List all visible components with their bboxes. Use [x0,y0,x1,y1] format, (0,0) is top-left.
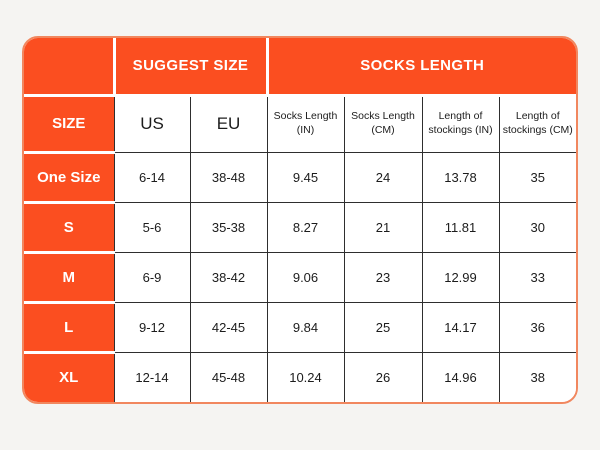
table-row-xl: XL 12-14 45-48 10.24 26 14.96 38 [24,351,576,402]
cell-stockings-length-in: 13.78 [421,151,500,203]
header-group-suggest-size: SUGGEST SIZE [112,38,267,97]
cell-us: 6-14 [113,151,191,203]
cell-eu: 35-38 [189,201,268,253]
row-label: XL [24,352,114,402]
table-row-m: M 6-9 38-42 9.06 23 12.99 33 [24,251,576,304]
cell-stockings-length-cm: 38 [498,351,576,402]
column-header-size: SIZE [24,95,114,154]
cell-stockings-length-cm: 35 [498,151,576,203]
size-chart-card: SUGGEST SIZE SOCKS LENGTH SIZE US EU Soc… [22,36,578,404]
cell-us: 9-12 [113,301,191,353]
cell-stockings-length-in: 14.17 [421,301,500,353]
empty-corner-cell [24,38,114,97]
header-group-row: SUGGEST SIZE SOCKS LENGTH [24,38,576,97]
cell-socks-length-cm: 21 [343,201,423,253]
cell-socks-length-cm: 23 [343,251,423,303]
cell-eu: 45-48 [189,351,268,402]
header-group-socks-length: SOCKS LENGTH [265,38,576,97]
cell-us: 12-14 [113,351,191,402]
cell-stockings-length-cm: 33 [498,251,576,303]
column-header-row: SIZE US EU Socks Length (IN) Socks Lengt… [24,94,576,154]
cell-stockings-length-in: 11.81 [421,201,500,253]
column-header-socks-length-in: Socks Length (IN) [266,94,345,153]
column-header-socks-length-cm: Socks Length (CM) [343,94,423,153]
row-label: One Size [24,152,114,204]
cell-socks-length-in: 9.06 [266,251,345,303]
cell-stockings-length-in: 12.99 [421,251,500,303]
cell-eu: 42-45 [189,301,268,353]
cell-socks-length-cm: 25 [343,301,423,353]
cell-us: 6-9 [113,251,191,303]
cell-socks-length-in: 10.24 [266,351,345,402]
table-row-l: L 9-12 42-45 9.84 25 14.17 36 [24,301,576,354]
cell-socks-length-cm: 24 [343,151,423,203]
table-row-one-size: One Size 6-14 38-48 9.45 24 13.78 35 [24,151,576,204]
row-label: L [24,302,114,354]
column-header-us: US [113,94,191,153]
size-chart-table: SUGGEST SIZE SOCKS LENGTH SIZE US EU Soc… [24,38,576,402]
table-row-s: S 5-6 35-38 8.27 21 11.81 30 [24,201,576,254]
cell-us: 5-6 [113,201,191,253]
cell-stockings-length-cm: 36 [498,301,576,353]
row-label: M [24,252,114,304]
column-header-stockings-length-cm: Length of stockings (CM) [498,94,576,153]
column-header-stockings-length-in: Length of stockings (IN) [421,94,500,153]
cell-stockings-length-in: 14.96 [421,351,500,402]
cell-stockings-length-cm: 30 [498,201,576,253]
cell-socks-length-in: 9.84 [266,301,345,353]
cell-socks-length-in: 9.45 [266,151,345,203]
cell-socks-length-in: 8.27 [266,201,345,253]
cell-socks-length-cm: 26 [343,351,423,402]
row-label: S [24,202,114,254]
column-header-eu: EU [189,94,268,153]
cell-eu: 38-42 [189,251,268,303]
cell-eu: 38-48 [189,151,268,203]
